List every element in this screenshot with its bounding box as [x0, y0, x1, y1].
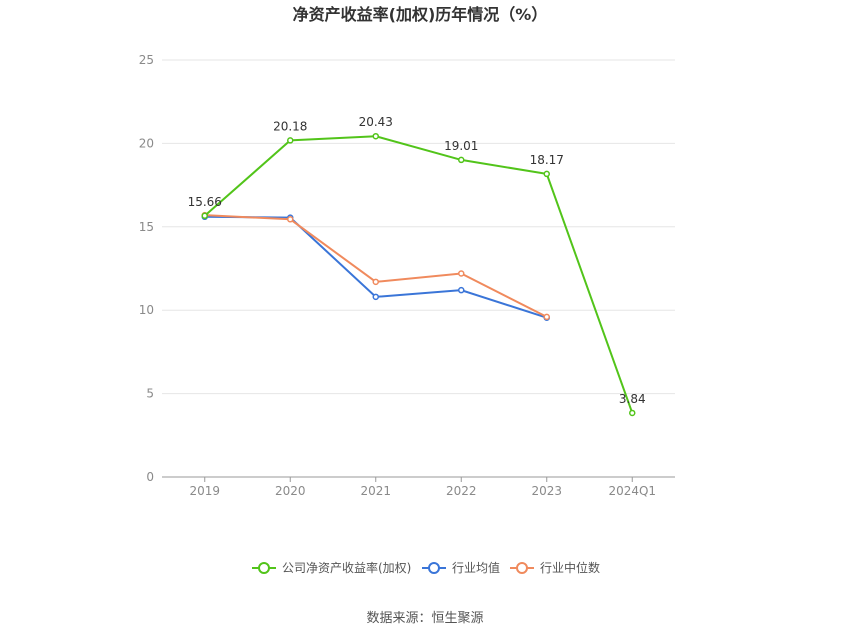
y-tick-label: 0 — [146, 470, 154, 484]
legend-label: 公司净资产收益率(加权) — [282, 560, 411, 575]
series-line — [204, 135, 634, 414]
data-point[interactable] — [458, 286, 465, 294]
data-point[interactable] — [201, 212, 208, 220]
series-group — [201, 132, 636, 417]
data-label: 3.84 — [619, 392, 646, 406]
data-point[interactable] — [287, 137, 294, 144]
y-tick-label: 25 — [139, 53, 154, 67]
legend-item[interactable]: 行业均值 — [422, 560, 500, 575]
legend-marker — [428, 562, 440, 574]
data-point[interactable] — [543, 313, 550, 321]
y-tick-label: 10 — [139, 303, 154, 317]
x-axis: 2019 2020 2021 2022 2023 2024Q1 — [162, 476, 675, 498]
data-point[interactable] — [372, 132, 379, 140]
series-line — [204, 215, 548, 319]
source-note: 数据来源：恒生聚源 — [366, 611, 483, 626]
y-tick-label: 15 — [139, 220, 154, 234]
data-point[interactable] — [372, 278, 379, 286]
x-tick-label: 2024Q1 — [608, 484, 656, 498]
data-label: 20.43 — [359, 115, 393, 129]
data-label: 15.66 — [188, 195, 222, 209]
data-point[interactable] — [458, 156, 465, 164]
grid — [162, 59, 675, 395]
x-tick-label: 2023 — [531, 484, 562, 498]
chart-title: 净资产收益率(加权)历年情况（%） — [293, 5, 548, 24]
x-tick-label: 2021 — [360, 484, 391, 498]
data-label: 20.18 — [273, 119, 307, 133]
data-point[interactable] — [372, 293, 379, 301]
y-tick-label: 20 — [139, 136, 154, 150]
y-axis-ticks: 0 5 10 15 20 25 — [139, 53, 154, 484]
legend-label: 行业均值 — [452, 560, 500, 575]
data-point[interactable] — [543, 170, 550, 178]
data-point[interactable] — [458, 270, 465, 277]
data-label: 19.01 — [444, 139, 478, 153]
y-tick-label: 5 — [146, 387, 154, 401]
data-point[interactable] — [629, 409, 636, 417]
legend: 公司净资产收益率(加权) 行业均值 行业中位数 — [252, 560, 600, 575]
data-label: 18.17 — [530, 153, 564, 167]
x-tick-label: 2020 — [275, 484, 306, 498]
x-tick-label: 2019 — [189, 484, 220, 498]
data-labels: 15.66 20.18 20.43 19.01 18.17 3.84 — [188, 115, 646, 406]
data-point[interactable] — [287, 216, 294, 223]
legend-item[interactable]: 行业中位数 — [510, 560, 600, 575]
legend-marker — [516, 562, 528, 574]
legend-marker — [258, 562, 270, 574]
legend-item[interactable]: 公司净资产收益率(加权) — [252, 560, 411, 575]
x-tick-label: 2022 — [446, 484, 477, 498]
legend-label: 行业中位数 — [540, 560, 600, 575]
